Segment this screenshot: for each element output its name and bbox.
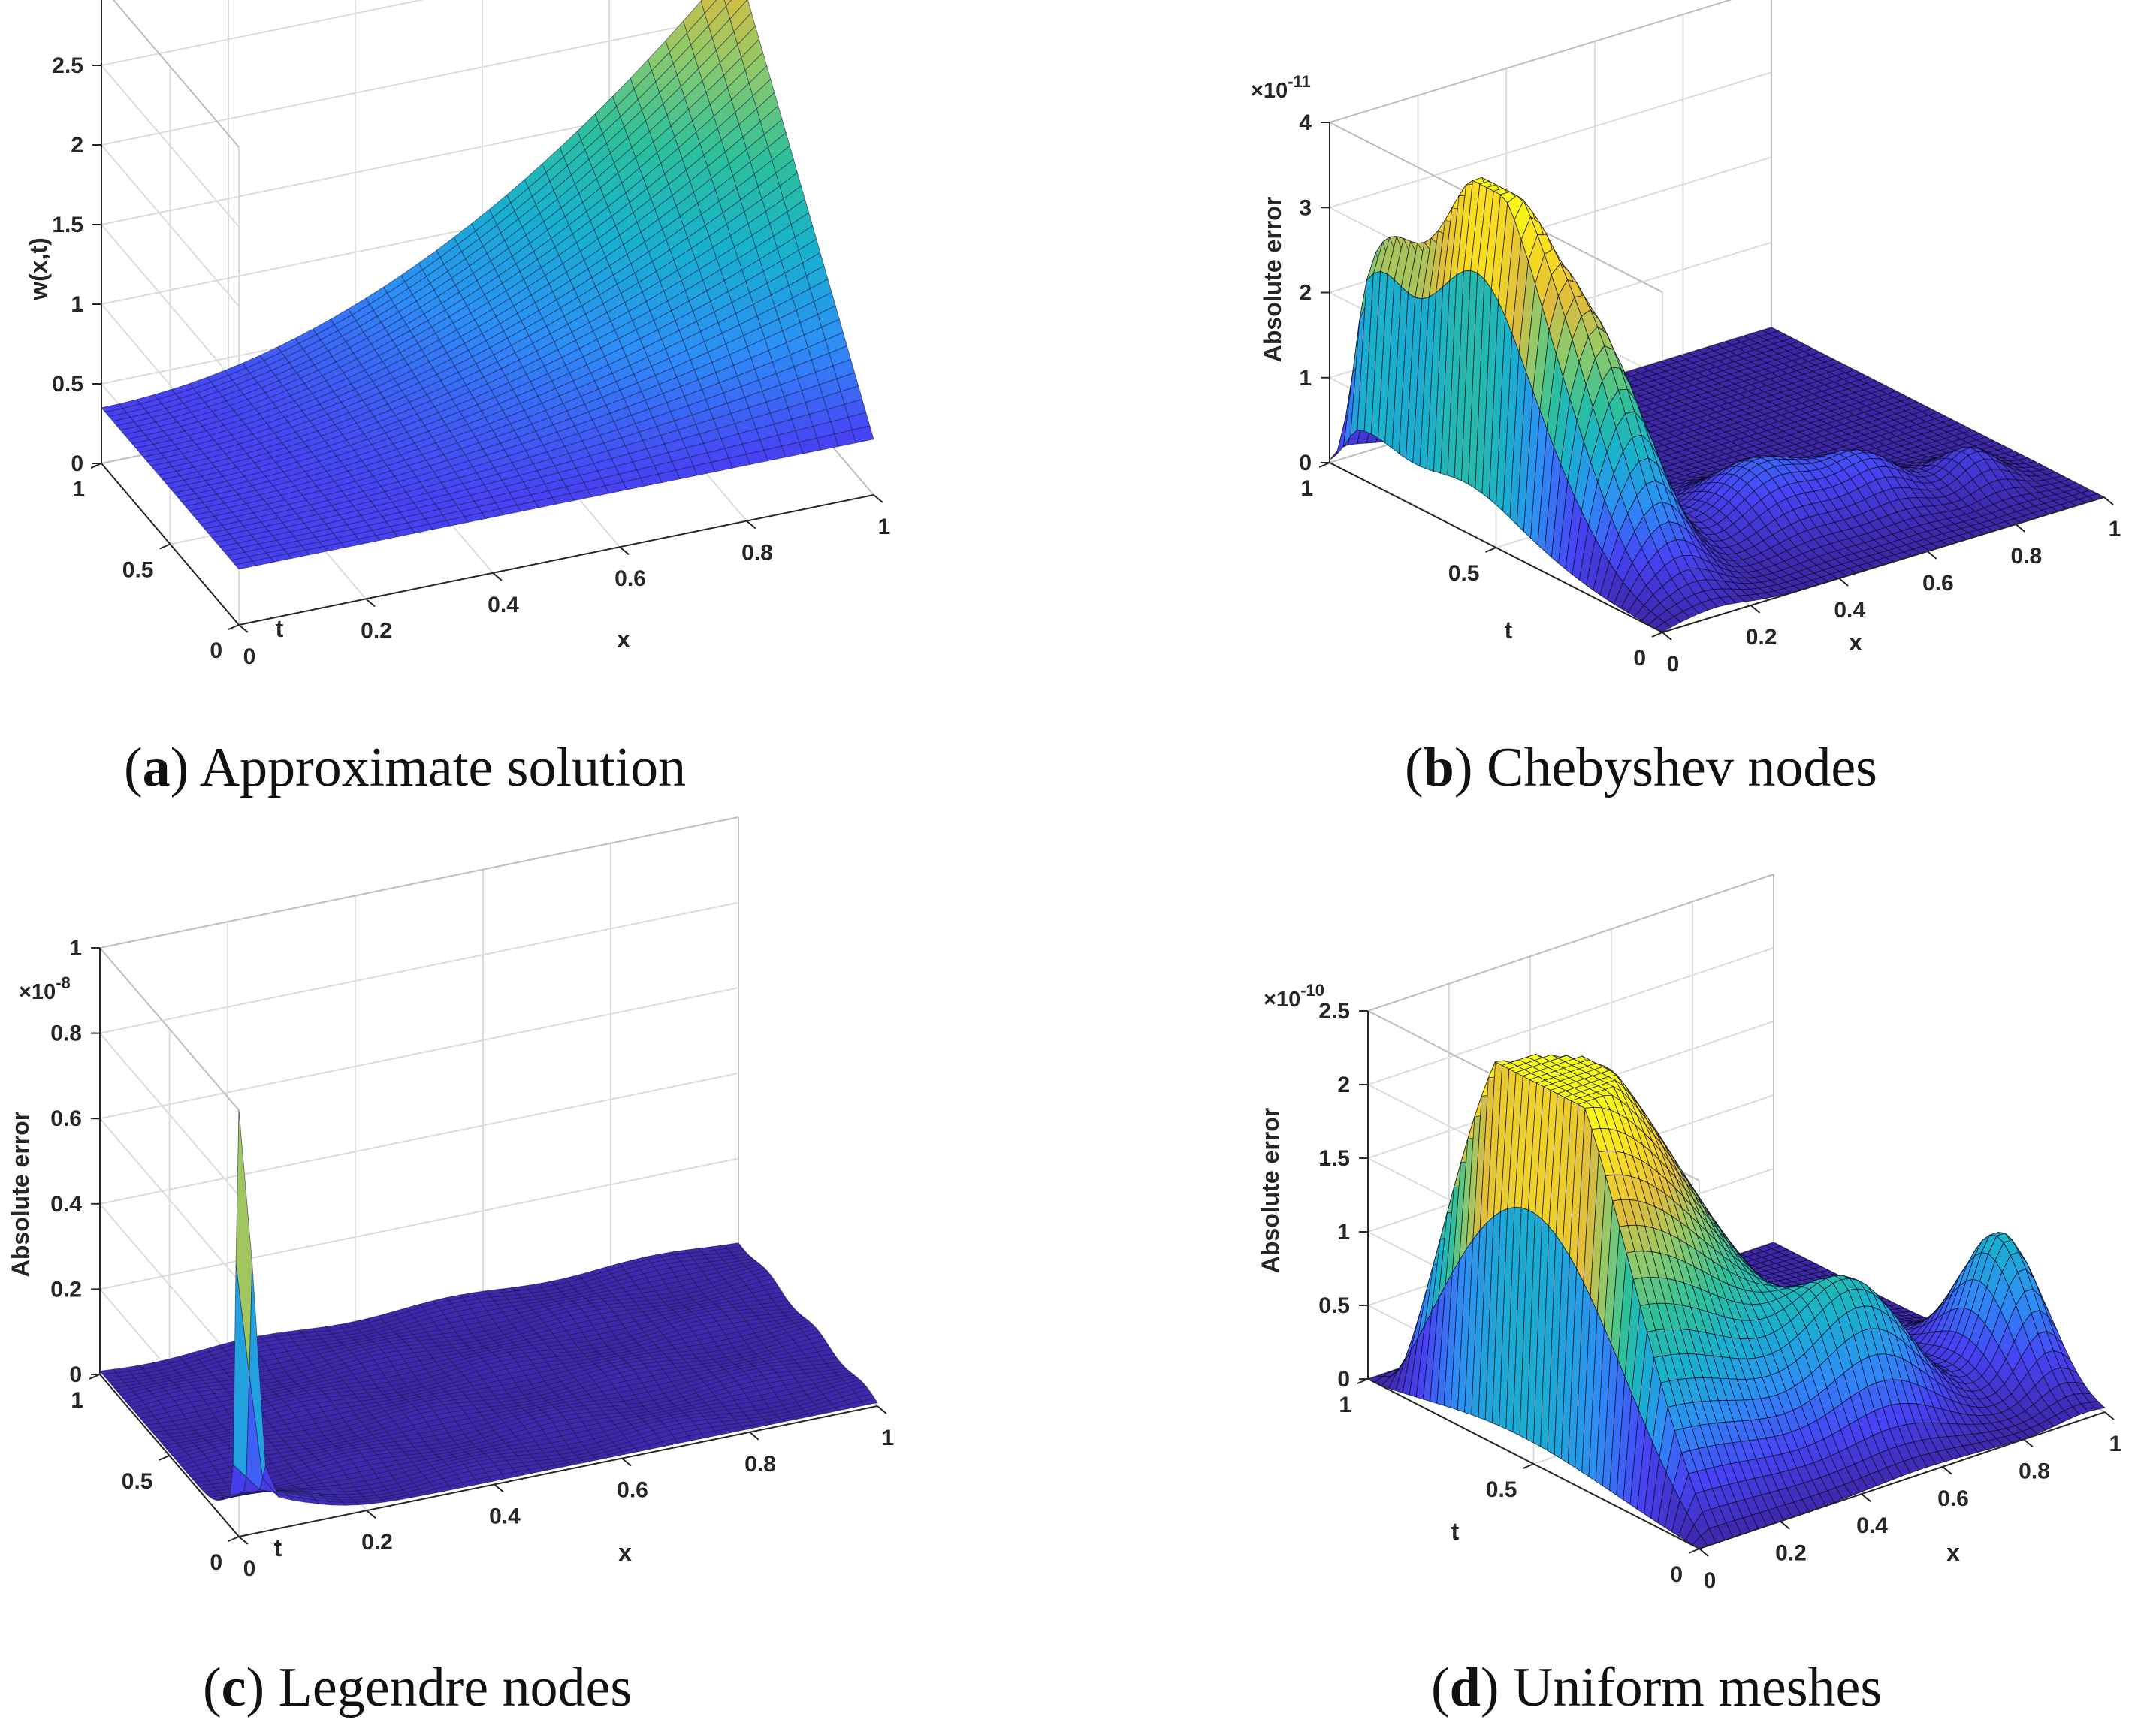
z-tick-label: 4 bbox=[1299, 110, 1312, 135]
x-tick-label: 0.6 bbox=[1922, 571, 1954, 596]
x-tick-mark bbox=[238, 624, 249, 633]
x-tick-mark bbox=[746, 520, 756, 530]
x-tick-mark bbox=[365, 598, 376, 608]
x-tick-mark bbox=[2103, 496, 2114, 505]
panel-b-surface bbox=[1329, 177, 2106, 633]
x-tick-mark bbox=[1927, 551, 1937, 560]
z-tick-label: 1.5 bbox=[52, 213, 83, 237]
z-tick-label: 2 bbox=[1299, 281, 1312, 306]
x-tick-mark bbox=[873, 494, 883, 503]
t-tick-mark bbox=[159, 543, 171, 550]
z-tick-label: 2 bbox=[71, 133, 83, 158]
box-edge bbox=[99, 816, 739, 949]
z-axis-label: Absolute error bbox=[1259, 197, 1286, 362]
panel-c-surface-plot: 00.20.40.60.8100.5100.20.40.60.81xtAbsol… bbox=[7, 816, 894, 1581]
x-tick-label: 0.8 bbox=[741, 541, 773, 566]
t-tick-mark bbox=[1485, 547, 1496, 553]
t-tick-label: 0 bbox=[1633, 646, 1646, 671]
x-tick-mark bbox=[1662, 632, 1672, 641]
t-tick-label: 0 bbox=[210, 638, 222, 663]
x-tick-label: 1 bbox=[2109, 517, 2121, 542]
t-axis-label: t bbox=[276, 615, 284, 642]
grid-line-z bbox=[98, 816, 739, 1111]
t-tick-label: 0.5 bbox=[122, 558, 154, 583]
t-tick-mark bbox=[1651, 632, 1663, 638]
x-axis-label: x bbox=[1849, 629, 1862, 656]
z-axis-label: w(x,t) bbox=[25, 237, 52, 301]
box-edge bbox=[112, 0, 240, 148]
panel-a-surface bbox=[101, 0, 874, 570]
exponent-power: -11 bbox=[1288, 72, 1311, 91]
grid-line-z bbox=[98, 987, 739, 1281]
z-tick-label: 1 bbox=[1299, 366, 1312, 391]
t-tick-label: 1 bbox=[1300, 476, 1313, 501]
x-tick-mark bbox=[1838, 578, 1849, 587]
grid-line-z bbox=[98, 901, 739, 1196]
x-tick-mark bbox=[492, 572, 503, 581]
z-tick-label: 2.5 bbox=[52, 53, 83, 78]
x-tick-mark bbox=[619, 546, 630, 555]
x-tick-label: 0 bbox=[243, 644, 256, 669]
exponent-label: ×10-11 bbox=[1251, 72, 1311, 103]
x-tick-label: 0.8 bbox=[2011, 544, 2043, 569]
x-tick-label: 0.4 bbox=[488, 593, 519, 617]
t-tick-label: 1 bbox=[72, 477, 85, 502]
z-tick-label: 0.5 bbox=[52, 372, 83, 397]
z-tick-label: 3 bbox=[1299, 195, 1312, 220]
x-tick-mark bbox=[1750, 605, 1761, 614]
box-edge bbox=[1329, 0, 1732, 123]
x-tick-label: 0.6 bbox=[614, 566, 646, 591]
t-tick-label: 0.5 bbox=[1448, 561, 1480, 586]
t-axis-label: t bbox=[1505, 617, 1513, 644]
x-tick-label: 1 bbox=[878, 514, 891, 539]
x-tick-label: 0.4 bbox=[1834, 598, 1865, 623]
z-tick-label: 0 bbox=[71, 451, 83, 476]
x-tick-mark bbox=[2015, 524, 2026, 533]
x-axis-label: x bbox=[617, 626, 630, 653]
z-tick-label: 0 bbox=[1299, 451, 1312, 475]
t-tick-mark bbox=[228, 624, 240, 630]
x-tick-label: 0.2 bbox=[1746, 625, 1777, 650]
exponent-base: ×10 bbox=[1251, 79, 1288, 103]
z-tick-label: 1 bbox=[71, 292, 83, 317]
x-tick-label: 0 bbox=[1667, 652, 1680, 677]
x-tick-label: 0.2 bbox=[361, 618, 392, 643]
